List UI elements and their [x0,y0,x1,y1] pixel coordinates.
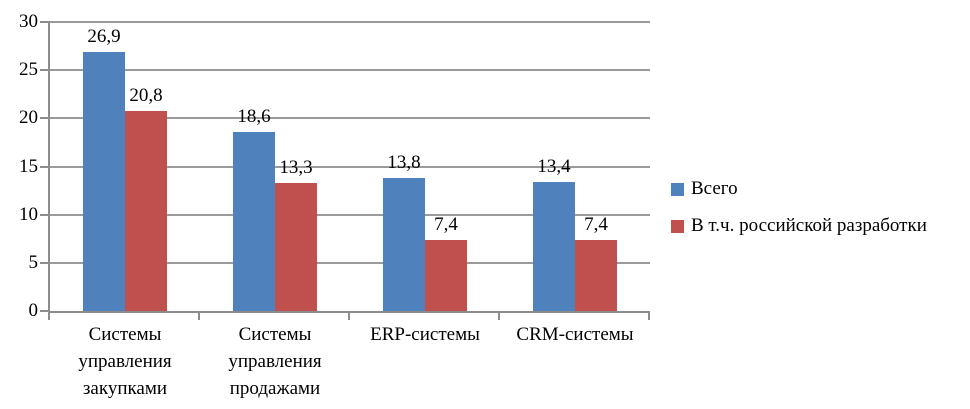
x-tick [198,313,200,320]
y-tick-label: 15 [19,156,38,177]
gridline [50,166,650,168]
data-label: 7,4 [584,214,608,235]
y-tick [40,117,48,119]
y-tick [40,214,48,216]
category-label: Системы управления продажами [228,324,322,399]
category-label: ERP-системы [370,324,480,345]
bar [425,240,467,311]
y-tick-label: 30 [19,11,38,32]
x-tick [48,313,50,320]
x-tick [348,313,350,320]
legend-item: В т.ч. российской разработки [671,215,927,237]
gridline [50,69,650,71]
gridline [50,117,650,119]
data-label: 13,8 [387,152,421,173]
data-label: 20,8 [129,85,163,106]
y-tick-label: 20 [19,107,38,128]
category-label: Системы управления закупками [78,324,172,399]
gridline [50,262,650,264]
y-tick [40,310,48,312]
bar [125,111,167,311]
gridline [50,21,650,23]
data-label: 7,4 [434,214,458,235]
y-tick [40,262,48,264]
legend-swatch-icon [671,182,684,196]
x-axis [48,311,650,313]
y-tick-label: 5 [28,252,39,273]
legend-label: В т.ч. российской разработки [691,215,927,236]
bar [275,183,317,311]
data-label: 13,3 [279,157,313,178]
y-tick-label: 25 [19,59,38,80]
data-label: 26,9 [87,26,121,47]
bar [233,132,275,311]
y-tick-label: 0 [28,300,39,321]
category-label: CRM-системы [516,324,634,345]
x-tick [498,313,500,320]
x-tick [648,313,650,320]
bar [383,178,425,311]
legend-item: Всего [671,178,738,200]
gridline [50,214,650,216]
legend-label: Всего [691,178,738,199]
y-axis [48,21,50,313]
y-tick [40,69,48,71]
data-label: 18,6 [237,106,271,127]
bar [575,240,617,311]
bar [533,182,575,311]
y-tick [40,166,48,168]
data-label: 13,4 [537,156,571,177]
legend-swatch-icon [671,219,684,233]
y-tick-label: 10 [19,204,38,225]
y-tick [40,21,48,23]
bar [83,52,125,311]
